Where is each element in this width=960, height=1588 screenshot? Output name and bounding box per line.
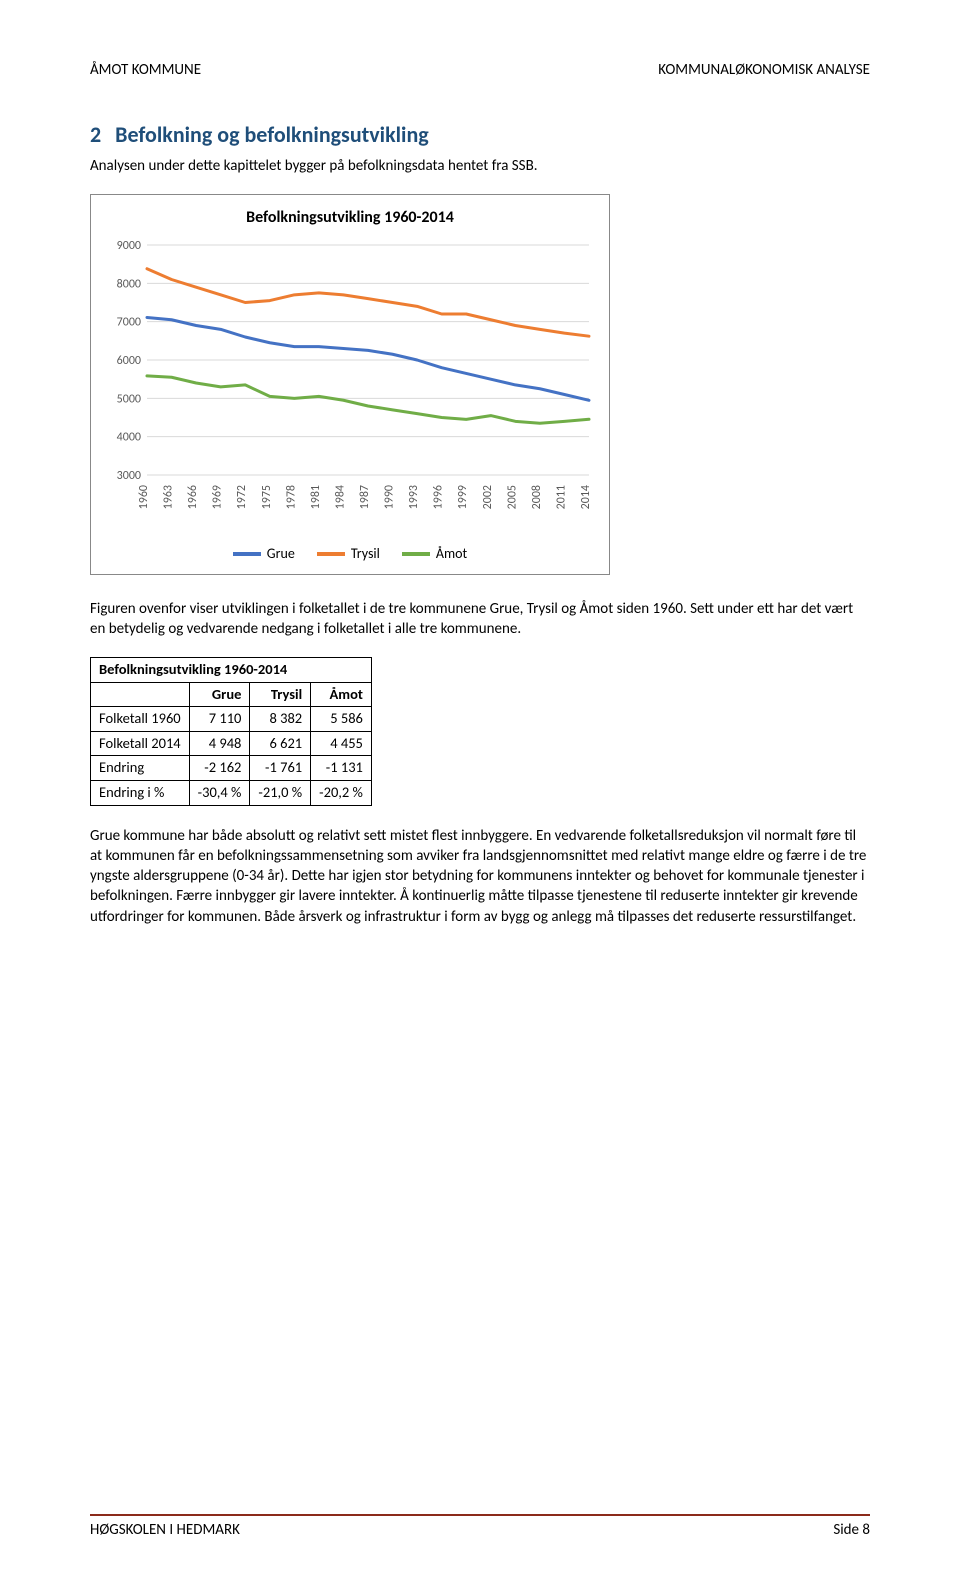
svg-text:1993: 1993 [407, 485, 421, 509]
table-row-label: Folketall 1960 [91, 707, 190, 732]
table-row: Folketall 20144 9486 6214 455 [91, 731, 372, 756]
legend-item: Grue [233, 545, 295, 564]
table-header-cell: Trysil [250, 682, 311, 707]
table-cell: -2 162 [189, 756, 250, 781]
table-row-label: Endring [91, 756, 190, 781]
table-cell: 4 455 [311, 731, 372, 756]
table-cell: 4 948 [189, 731, 250, 756]
svg-text:6000: 6000 [117, 354, 141, 368]
svg-text:1996: 1996 [432, 485, 446, 509]
legend-swatch [317, 552, 345, 556]
table-cell: -20,2 % [311, 780, 372, 805]
table-cell: 8 382 [250, 707, 311, 732]
chart-svg: 3000 4000 5000 6000 7000 8000 9000 1960 1963 1966… [101, 237, 599, 537]
table-cell: -1 761 [250, 756, 311, 781]
table-cell: -1 131 [311, 756, 372, 781]
svg-text:8000: 8000 [117, 277, 141, 291]
population-table: Befolkningsutvikling 1960-2014GrueTrysil… [90, 657, 372, 805]
svg-text:1987: 1987 [358, 485, 372, 509]
svg-text:1966: 1966 [186, 485, 200, 509]
svg-text:4000: 4000 [117, 430, 141, 444]
table-row: Folketall 19607 1108 3825 586 [91, 707, 372, 732]
svg-text:1999: 1999 [456, 485, 470, 509]
svg-text:2008: 2008 [530, 485, 544, 509]
svg-text:2011: 2011 [554, 485, 568, 509]
footer-left: HØGSKOLEN I HEDMARK [90, 1520, 240, 1540]
page-header: ÅMOT KOMMUNE KOMMUNALØKONOMISK ANALYSE [90, 60, 870, 80]
legend-label: Grue [267, 545, 295, 564]
table-cell: 7 110 [189, 707, 250, 732]
paragraph-analysis: Grue kommune har både absolutt og relati… [90, 826, 870, 927]
paragraph-chart-description: Figuren ovenfor viser utviklingen i folk… [90, 599, 870, 640]
table-header-cell: Åmot [311, 682, 372, 707]
legend-swatch [402, 552, 430, 556]
table-row: Endring i %-30,4 %-21,0 %-20,2 % [91, 780, 372, 805]
header-right: KOMMUNALØKONOMISK ANALYSE [658, 60, 870, 80]
svg-text:1990: 1990 [383, 485, 397, 509]
svg-text:1975: 1975 [260, 485, 274, 509]
section-heading: 2 Befolkning og befolkningsutvikling [90, 120, 870, 150]
table-cell: 6 621 [250, 731, 311, 756]
table-header-cell [91, 682, 190, 707]
footer-divider [90, 1514, 870, 1516]
table-cell: -30,4 % [189, 780, 250, 805]
table-row: Endring-2 162-1 761-1 131 [91, 756, 372, 781]
svg-text:1984: 1984 [333, 485, 347, 509]
section-title: Befolkning og befolkningsutvikling [115, 121, 429, 148]
section-intro: Analysen under dette kapittelet bygger p… [90, 156, 870, 176]
table-row-label: Folketall 2014 [91, 731, 190, 756]
population-chart: Befolkningsutvikling 1960-2014 3000 4000 5… [90, 194, 610, 574]
legend-label: Åmot [436, 545, 467, 564]
legend-label: Trysil [351, 545, 380, 564]
legend-item: Åmot [402, 545, 467, 564]
legend-item: Trysil [317, 545, 380, 564]
svg-text:2005: 2005 [505, 485, 519, 509]
svg-text:9000: 9000 [117, 239, 141, 253]
chart-title: Befolkningsutvikling 1960-2014 [101, 207, 599, 229]
table-cell: 5 586 [311, 707, 372, 732]
table-cell: -21,0 % [250, 780, 311, 805]
table-row-label: Endring i % [91, 780, 190, 805]
legend-swatch [233, 552, 261, 556]
svg-text:1972: 1972 [235, 485, 249, 509]
section-number: 2 [90, 121, 101, 148]
svg-text:7000: 7000 [117, 315, 141, 329]
footer-right: Side 8 [833, 1520, 870, 1540]
svg-text:1981: 1981 [309, 485, 323, 509]
svg-text:3000: 3000 [117, 469, 141, 483]
table-header-cell: Grue [189, 682, 250, 707]
header-left: ÅMOT KOMMUNE [90, 60, 201, 80]
svg-text:1963: 1963 [162, 485, 176, 509]
chart-legend: Grue Trysil Åmot [101, 545, 599, 564]
table-title: Befolkningsutvikling 1960-2014 [91, 658, 372, 683]
page-footer: HØGSKOLEN I HEDMARK Side 8 [90, 1514, 870, 1540]
svg-text:1960: 1960 [137, 485, 151, 509]
svg-text:2014: 2014 [579, 485, 593, 509]
svg-text:1978: 1978 [284, 485, 298, 509]
svg-text:1969: 1969 [211, 485, 225, 509]
svg-text:5000: 5000 [117, 392, 141, 406]
svg-text:2002: 2002 [481, 485, 495, 509]
